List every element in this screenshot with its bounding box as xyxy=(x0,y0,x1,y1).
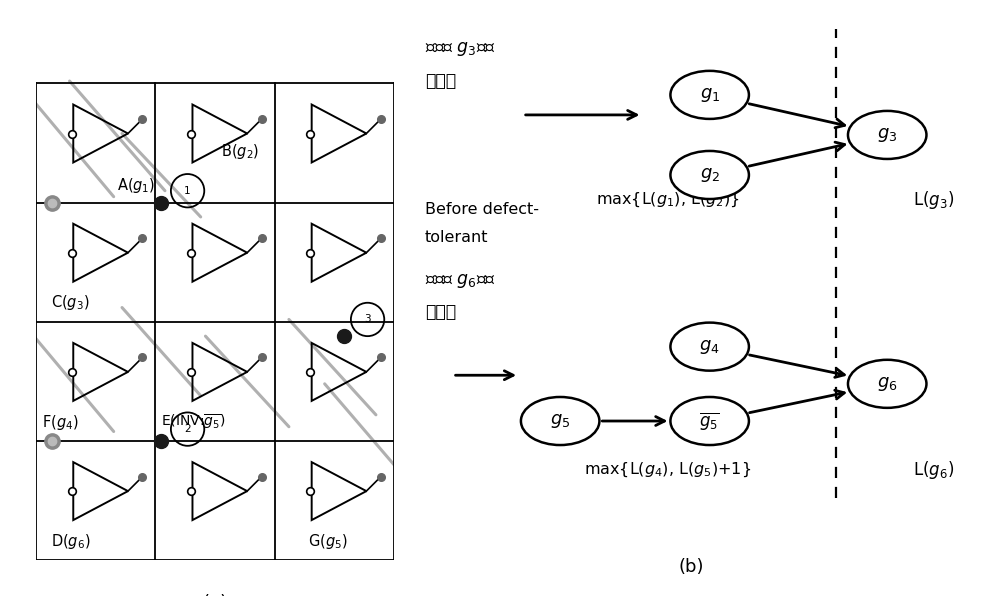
Text: (b): (b) xyxy=(678,558,704,576)
Text: $g_3$: $g_3$ xyxy=(877,126,897,144)
Text: 1: 1 xyxy=(184,186,191,195)
Text: $\overline{g_5}$: $\overline{g_5}$ xyxy=(699,410,720,432)
Text: L($g_6$): L($g_6$) xyxy=(913,459,955,480)
Circle shape xyxy=(670,151,749,199)
Circle shape xyxy=(521,397,599,445)
Text: E(INV:$\overline{g_5}$): E(INV:$\overline{g_5}$) xyxy=(161,412,226,432)
Text: (a): (a) xyxy=(202,594,228,596)
Text: 2: 2 xyxy=(184,424,191,434)
Circle shape xyxy=(670,322,749,371)
Text: $g_4$: $g_4$ xyxy=(699,337,720,356)
Text: A($g_1$): A($g_1$) xyxy=(117,176,156,195)
Text: max{L($g_4$), L($g_5$)+1}: max{L($g_4$), L($g_5$)+1} xyxy=(584,461,751,479)
Text: $g_6$: $g_6$ xyxy=(877,375,898,393)
Text: tolerant: tolerant xyxy=(425,231,488,246)
Text: 效路径: 效路径 xyxy=(425,303,456,321)
Text: max{L($g_1$), L($g_2$)}: max{L($g_1$), L($g_2$)} xyxy=(596,190,739,209)
Circle shape xyxy=(670,397,749,445)
Circle shape xyxy=(848,111,926,159)
Text: $g_2$: $g_2$ xyxy=(700,166,720,184)
Text: 容错前 $g_6$的等: 容错前 $g_6$的等 xyxy=(425,272,496,290)
Text: 3: 3 xyxy=(364,315,371,324)
Circle shape xyxy=(670,71,749,119)
Text: $g_1$: $g_1$ xyxy=(700,86,720,104)
Text: G($g_5$): G($g_5$) xyxy=(308,532,348,551)
Text: 容错前 $g_3$的等: 容错前 $g_3$的等 xyxy=(425,40,496,58)
Text: Before defect-: Before defect- xyxy=(425,202,539,217)
Text: D($g_6$): D($g_6$) xyxy=(51,532,90,551)
Text: $g_5$: $g_5$ xyxy=(550,412,570,430)
Circle shape xyxy=(848,360,926,408)
Text: L($g_3$): L($g_3$) xyxy=(913,188,955,210)
Text: B($g_2$): B($g_2$) xyxy=(221,142,259,161)
Text: C($g_3$): C($g_3$) xyxy=(51,293,89,312)
Text: 效路径: 效路径 xyxy=(425,72,456,89)
Text: F($g_4$): F($g_4$) xyxy=(42,412,79,432)
